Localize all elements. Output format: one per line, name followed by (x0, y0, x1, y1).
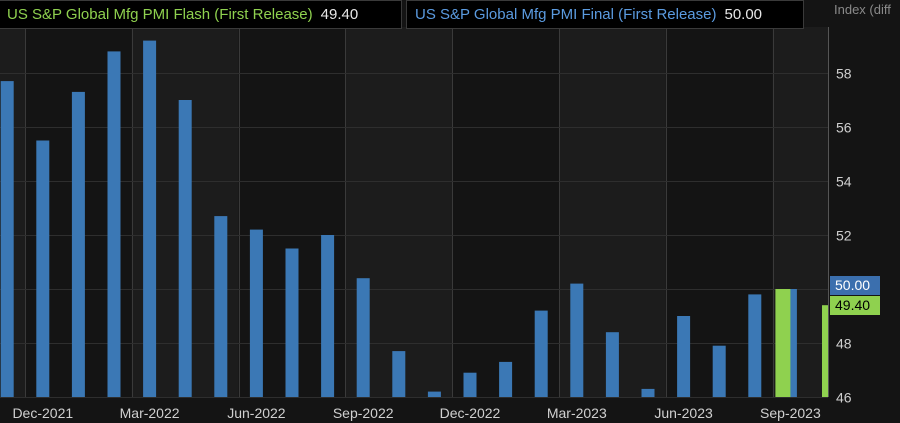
legend-flash-label: US S&P Global Mfg PMI Flash (First Relea… (7, 6, 313, 23)
legend-final-label: US S&P Global Mfg PMI Final (First Relea… (415, 6, 717, 23)
bar-final (427, 391, 441, 397)
bar-final (285, 248, 299, 397)
bar-final (214, 216, 228, 397)
legend-final-value: 50.00 (724, 6, 763, 23)
y-axis-title: Index (diff (834, 2, 891, 17)
bar-final (534, 310, 548, 397)
horizontal-gridlines (0, 73, 828, 398)
legend-flash-value: 49.40 (320, 6, 359, 23)
bar-final (249, 229, 263, 397)
last-value-label-box (830, 276, 880, 295)
bar-final (570, 283, 584, 397)
bar-final (0, 81, 14, 397)
bar-final (178, 100, 192, 397)
x-tick-label: Sep-2023 (760, 405, 821, 421)
bar-final (71, 91, 85, 398)
y-tick-label: 52 (836, 228, 852, 244)
bar-final (143, 40, 157, 397)
y-tick-labels: 46485052545658 (836, 66, 852, 406)
bar-final (499, 361, 513, 397)
bar-final (463, 372, 477, 397)
legend-flash[interactable]: US S&P Global Mfg PMI Flash (First Relea… (0, 0, 402, 29)
x-tick-label: Jun-2022 (227, 405, 286, 421)
y-tick-label: 48 (836, 336, 852, 352)
bar-final (321, 235, 335, 397)
bars (0, 40, 828, 398)
x-tick-label: Mar-2023 (547, 405, 607, 421)
last-value-label-text: 50.00 (835, 277, 870, 293)
bar-final (356, 278, 370, 397)
vertical-gridlines (25, 27, 774, 397)
bar-final (641, 388, 655, 397)
bar-flash (822, 305, 828, 397)
y-tick-label: 56 (836, 120, 852, 136)
bar-final (748, 294, 762, 397)
y-tick-label: 46 (836, 390, 852, 406)
y-tick-label: 54 (836, 174, 852, 190)
legend-final[interactable]: US S&P Global Mfg PMI Final (First Relea… (406, 0, 804, 29)
x-tick-label: Dec-2022 (440, 405, 501, 421)
bar-final (677, 316, 691, 397)
bar-final (36, 140, 50, 397)
x-tick-label: Jun-2023 (654, 405, 713, 421)
bar-final (392, 351, 406, 397)
bar-final (605, 332, 619, 397)
x-tick-labels: Dec-2021 Mar-2022 Jun-2022 Sep-2022 Dec-2022… (12, 405, 821, 421)
x-tick-label: Dec-2021 (12, 405, 73, 421)
y-tick-label: 58 (836, 66, 852, 82)
bar-flash (775, 289, 791, 397)
x-tick-label: Mar-2022 (120, 405, 180, 421)
x-tick-label: Sep-2022 (333, 405, 394, 421)
bar-final (107, 51, 121, 398)
last-value-labels: 50.00 49.40 (830, 276, 880, 315)
last-value-label-text: 49.40 (835, 297, 870, 313)
bar-final (712, 345, 726, 397)
last-value-label-box (830, 296, 880, 315)
